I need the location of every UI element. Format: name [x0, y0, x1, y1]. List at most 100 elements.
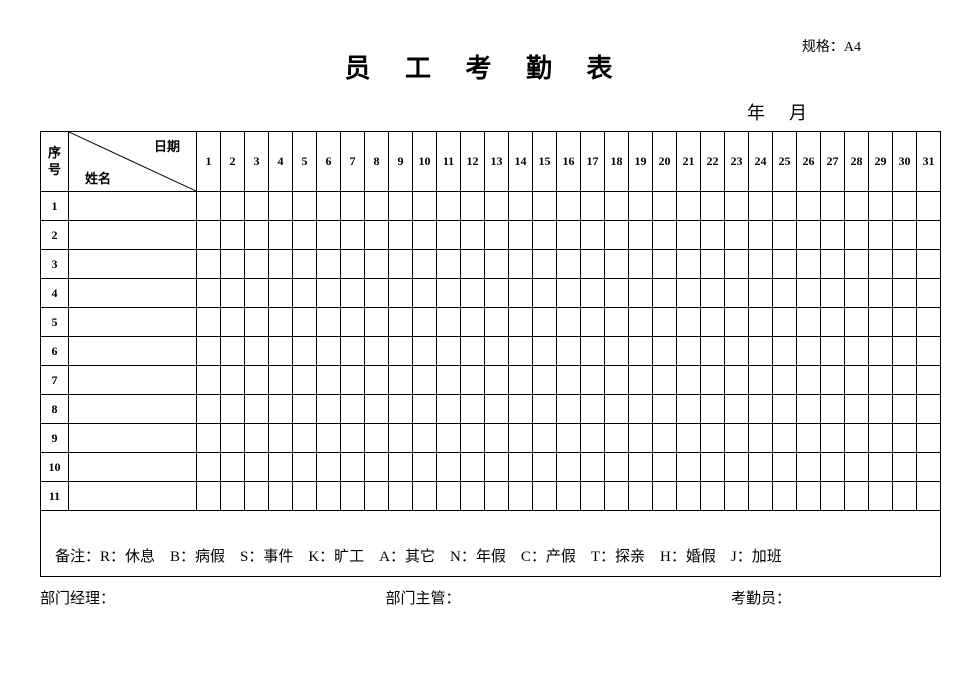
day-cell [365, 366, 389, 395]
day-cell [869, 221, 893, 250]
day-cell [725, 453, 749, 482]
day-cell [245, 250, 269, 279]
table-header-row: 序 号 日期 姓名 123456789101112131415161718192… [41, 132, 941, 192]
day-cell [917, 337, 941, 366]
day-cell [221, 424, 245, 453]
day-header: 18 [605, 132, 629, 192]
day-cell [317, 250, 341, 279]
day-cell [917, 192, 941, 221]
day-cell [701, 221, 725, 250]
day-cell [917, 308, 941, 337]
day-cell [365, 250, 389, 279]
day-cell [485, 221, 509, 250]
day-cell [893, 453, 917, 482]
day-header: 6 [317, 132, 341, 192]
name-cell [69, 366, 197, 395]
day-cell [317, 308, 341, 337]
day-cell [341, 337, 365, 366]
name-cell [69, 424, 197, 453]
day-cell [893, 279, 917, 308]
seq-cell: 1 [41, 192, 69, 221]
day-header: 30 [893, 132, 917, 192]
day-cell [557, 453, 581, 482]
day-cell [413, 366, 437, 395]
day-header: 31 [917, 132, 941, 192]
table-body: 1234567891011备注：R：休息 B：病假 S：事件 K：旷工 A：其它… [41, 192, 941, 577]
day-header: 25 [773, 132, 797, 192]
day-cell [485, 482, 509, 511]
day-cell [581, 366, 605, 395]
day-cell [845, 221, 869, 250]
day-cell [653, 395, 677, 424]
day-cell [797, 366, 821, 395]
day-cell [653, 366, 677, 395]
day-cell [317, 366, 341, 395]
day-cell [245, 366, 269, 395]
day-cell [917, 279, 941, 308]
day-cell [797, 337, 821, 366]
day-cell [413, 482, 437, 511]
day-cell [509, 424, 533, 453]
day-cell [869, 366, 893, 395]
day-cell [245, 221, 269, 250]
day-cell [701, 395, 725, 424]
day-cell [653, 250, 677, 279]
day-cell [845, 395, 869, 424]
day-cell [461, 308, 485, 337]
day-cell [797, 482, 821, 511]
day-cell [749, 192, 773, 221]
seq-cell: 6 [41, 337, 69, 366]
day-cell [605, 192, 629, 221]
day-header: 4 [269, 132, 293, 192]
day-cell [869, 279, 893, 308]
day-cell [749, 453, 773, 482]
day-cell [509, 337, 533, 366]
day-cell [869, 482, 893, 511]
day-header: 12 [461, 132, 485, 192]
day-cell [629, 482, 653, 511]
day-cell [821, 395, 845, 424]
day-cell [461, 279, 485, 308]
day-cell [341, 221, 365, 250]
day-cell [629, 308, 653, 337]
day-cell [269, 337, 293, 366]
day-cell [581, 308, 605, 337]
day-cell [605, 395, 629, 424]
signature-supervisor: 部门主管： [386, 587, 586, 608]
day-cell [413, 279, 437, 308]
day-header: 15 [533, 132, 557, 192]
day-cell [581, 279, 605, 308]
seq-cell: 8 [41, 395, 69, 424]
day-cell [821, 366, 845, 395]
name-cell [69, 221, 197, 250]
day-cell [677, 366, 701, 395]
day-cell [389, 395, 413, 424]
day-cell [797, 308, 821, 337]
day-cell [341, 279, 365, 308]
table-row: 1 [41, 192, 941, 221]
day-cell [461, 192, 485, 221]
day-cell [389, 366, 413, 395]
day-cell [797, 221, 821, 250]
day-cell [365, 337, 389, 366]
day-cell [269, 308, 293, 337]
table-row: 8 [41, 395, 941, 424]
day-cell [461, 366, 485, 395]
day-cell [509, 250, 533, 279]
day-cell [485, 250, 509, 279]
day-cell [773, 482, 797, 511]
day-cell [533, 366, 557, 395]
day-cell [605, 308, 629, 337]
remark-cell: 备注：R：休息 B：病假 S：事件 K：旷工 A：其它 N：年假 C：产假 T：… [41, 511, 941, 577]
day-cell [365, 424, 389, 453]
day-cell [677, 308, 701, 337]
day-cell [557, 221, 581, 250]
day-header: 24 [749, 132, 773, 192]
day-cell [725, 395, 749, 424]
day-cell [365, 279, 389, 308]
day-cell [485, 308, 509, 337]
day-cell [629, 366, 653, 395]
day-cell [533, 279, 557, 308]
table-row: 3 [41, 250, 941, 279]
year-label: 年 [747, 103, 789, 123]
